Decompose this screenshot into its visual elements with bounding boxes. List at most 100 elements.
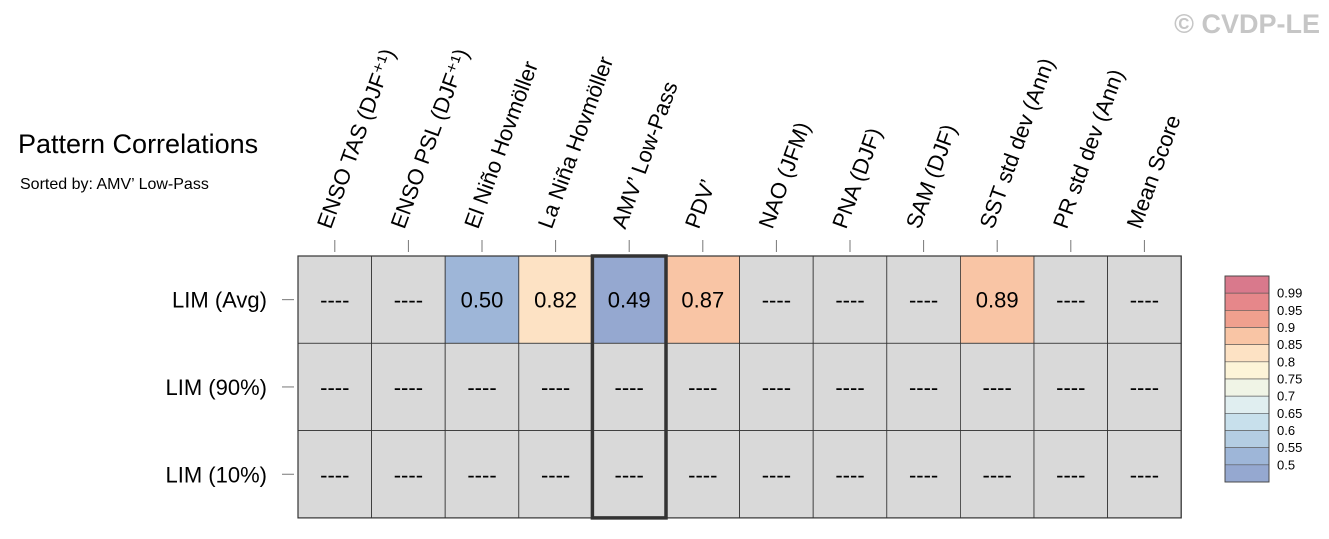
colorbar-swatch bbox=[1224, 378, 1270, 397]
cell-value-label: ---- bbox=[762, 462, 791, 487]
cell-value-label: ---- bbox=[1130, 288, 1159, 313]
column-label-sam-djf: SAM (DJF) bbox=[901, 121, 962, 232]
cell-value-label: 0.49 bbox=[608, 288, 651, 313]
cell-value-label: ---- bbox=[320, 288, 349, 313]
colorbar-tick-label: 0.7 bbox=[1277, 389, 1295, 404]
heatmap-cell bbox=[371, 255, 446, 344]
colorbar-tick-label: 0.95 bbox=[1277, 303, 1302, 318]
cell-value-label: ---- bbox=[835, 288, 864, 313]
colorbar-swatch bbox=[1224, 275, 1270, 294]
row-label-lim-avg: LIM (Avg) bbox=[172, 288, 267, 313]
colorbar-swatch bbox=[1224, 310, 1270, 328]
heatmap-cell bbox=[592, 255, 667, 344]
row-labels: LIM (Avg) LIM (90%) LIM (10%) bbox=[166, 288, 294, 487]
colorbar-tick-label: 0.99 bbox=[1277, 286, 1302, 301]
heatmap-cell bbox=[739, 430, 814, 519]
chart-title: Pattern Correlations bbox=[18, 129, 258, 159]
row-label-lim-90: LIM (90%) bbox=[166, 375, 267, 400]
heatmap-cell bbox=[1033, 430, 1108, 519]
cell-value-label: ---- bbox=[909, 375, 938, 400]
heatmap-cell bbox=[518, 255, 593, 344]
cell-value-label: ---- bbox=[541, 375, 570, 400]
colorbar-swatch bbox=[1224, 430, 1270, 448]
cell-value-label: ---- bbox=[688, 462, 717, 487]
colorbar-swatch bbox=[1224, 447, 1270, 466]
column-label-la-nina-hovmoller: La Niña Hovmöller bbox=[533, 53, 618, 232]
heatmap-cell bbox=[297, 342, 372, 431]
cell-value-label: ---- bbox=[541, 462, 570, 487]
column-label-amv-low-pass: AMV’ Low-Pass bbox=[606, 78, 682, 232]
cell-value-label: ---- bbox=[1056, 375, 1085, 400]
colorbar-swatch bbox=[1224, 292, 1270, 311]
colorbar: 0.99 0.95 0.9 0.85 0.8 0.75 0.7 0.65 0.6 0.55 0.5 bbox=[1224, 275, 1302, 483]
colorbar-tick-label: 0.75 bbox=[1277, 372, 1302, 387]
column-label-enso-psl-djf: ENSO PSL (DJF⁺¹) bbox=[386, 45, 474, 231]
cell-value-label: ---- bbox=[467, 375, 496, 400]
column-label-pna-djf: PNA (DJF) bbox=[827, 124, 886, 231]
cell-value-label: 0.82 bbox=[534, 288, 577, 313]
heatmap-cell bbox=[592, 430, 667, 519]
column-label-pr-std-dev-ann: PR std dev (Ann) bbox=[1048, 66, 1129, 232]
cell-value-label: ---- bbox=[320, 375, 349, 400]
heatmap-grid: ---- ---- 0.50 0.82 0.49 0.87 ---- ---- ---- 0.89… bbox=[297, 254, 1182, 520]
colorbar-swatch bbox=[1224, 464, 1270, 483]
heatmap-cell bbox=[1107, 430, 1182, 519]
heatmap-cell bbox=[739, 342, 814, 431]
heatmap-cell bbox=[371, 342, 446, 431]
cell-value-label: ---- bbox=[983, 462, 1012, 487]
heatmap-cell bbox=[592, 342, 667, 431]
colorbar-swatch bbox=[1224, 361, 1270, 380]
colorbar-tick-label: 0.8 bbox=[1277, 354, 1295, 369]
heatmap-cell bbox=[1107, 255, 1182, 344]
colorbar-swatch bbox=[1224, 413, 1270, 431]
heatmap-cell bbox=[518, 342, 593, 431]
cell-value-label: ---- bbox=[467, 462, 496, 487]
cell-value-label: 0.87 bbox=[681, 288, 724, 313]
cell-value-label: ---- bbox=[835, 462, 864, 487]
column-label-sst-std-dev-ann: SST std dev (Ann) bbox=[974, 55, 1059, 232]
cell-value-label: ---- bbox=[688, 375, 717, 400]
cell-value-label: ---- bbox=[615, 462, 644, 487]
column-label-enso-tas-djf: ENSO TAS (DJF⁺¹) bbox=[312, 45, 400, 231]
colorbar-tick-label: 0.85 bbox=[1277, 337, 1302, 352]
cell-value-label: ---- bbox=[983, 375, 1012, 400]
cell-value-label: ---- bbox=[1130, 375, 1159, 400]
cell-value-label: ---- bbox=[394, 288, 423, 313]
heatmap-cell bbox=[297, 255, 372, 344]
column-label-mean-score: Mean Score bbox=[1122, 112, 1186, 232]
highlighted-column-outline bbox=[590, 254, 668, 520]
colorbar-tick-label: 0.5 bbox=[1277, 457, 1295, 472]
cell-value-label: ---- bbox=[909, 288, 938, 313]
column-labels: ENSO TAS (DJF⁺¹)ENSO PSL (DJF⁺¹)El Niño … bbox=[312, 45, 1186, 252]
colorbar-swatch bbox=[1224, 395, 1270, 414]
column-label-nao-jfm: NAO (JFM) bbox=[754, 119, 816, 232]
chart-subtitle: Sorted by: AMV’ Low-Pass bbox=[20, 176, 209, 193]
column-label-pdv: PDV’ bbox=[680, 176, 721, 232]
colorbar-tick-label: 0.65 bbox=[1277, 406, 1302, 421]
cell-value-label: 0.89 bbox=[976, 288, 1019, 313]
heatmap-cell bbox=[444, 342, 520, 431]
cell-value-label: ---- bbox=[320, 462, 349, 487]
cell-value-label: ---- bbox=[1056, 462, 1085, 487]
colorbar-tick-label: 0.55 bbox=[1277, 440, 1302, 455]
colorbar-swatch bbox=[1224, 344, 1270, 363]
colorbar-tick-label: 0.9 bbox=[1277, 320, 1295, 335]
heatmap-cell bbox=[518, 430, 593, 519]
colorbar-swatch bbox=[1224, 327, 1270, 345]
heatmap-cell bbox=[960, 255, 1035, 344]
cell-value-label: ---- bbox=[835, 375, 864, 400]
heatmap-cell bbox=[1033, 342, 1108, 431]
cell-value-label: ---- bbox=[909, 462, 938, 487]
column-label-el-nino-hovmoller: El Niño Hovmöller bbox=[459, 58, 543, 232]
grid-border bbox=[297, 255, 1182, 519]
heatmap-cell bbox=[444, 430, 520, 519]
heatmap-cell bbox=[297, 430, 372, 519]
heatmap-cell bbox=[886, 342, 961, 431]
cell-value-label: 0.50 bbox=[461, 288, 504, 313]
heatmap-cell bbox=[812, 342, 888, 431]
heatmap-cell bbox=[812, 255, 888, 344]
cell-value-label: ---- bbox=[1130, 462, 1159, 487]
heatmap-cell bbox=[665, 255, 740, 344]
cell-value-label: ---- bbox=[1056, 288, 1085, 313]
